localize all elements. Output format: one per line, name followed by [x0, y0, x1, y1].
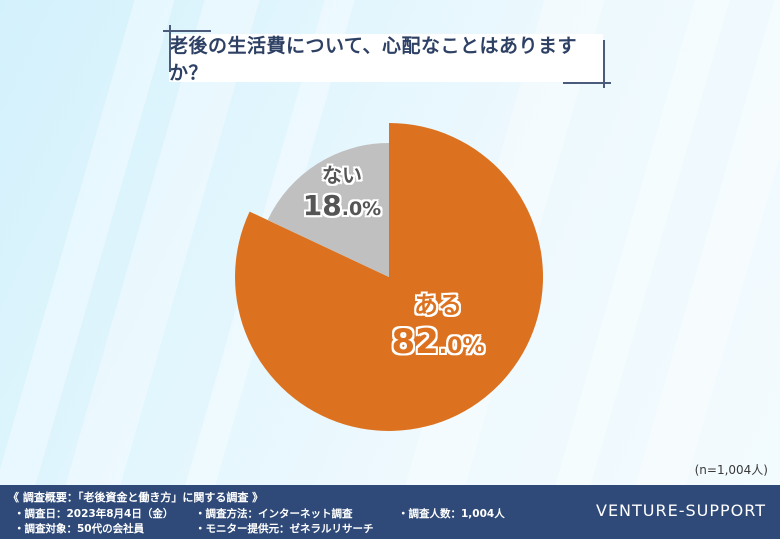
label-nai-decimal: .0%	[341, 198, 382, 220]
label-nai-value: 18	[302, 189, 342, 222]
chart-title-box: 老後の生活費について、心配なことはありますか？	[169, 34, 603, 84]
title-corner-line-top-h	[163, 30, 211, 32]
brand-logo: VENTURE-SUPPORT	[596, 501, 766, 520]
survey-count: ・調査人数：1,004人	[398, 508, 505, 520]
survey-footer: 《 調査概要：「老後資金と働き方」に関する調査 》 ・調査日：2023年8月4日…	[0, 485, 780, 539]
pie-slice-nai	[267, 143, 389, 277]
title-corner-line-right-v	[603, 40, 605, 88]
survey-target: ・調査対象：50代の会社員	[14, 523, 145, 535]
survey-heading: 《 調査概要：「老後資金と働き方」に関する調査 》	[8, 491, 264, 504]
label-aru: ある 82.0%	[386, 293, 490, 359]
survey-date: ・調査日：2023年8月4日（金）	[14, 508, 174, 520]
label-nai: ない 18.0%	[302, 165, 382, 220]
survey-method: ・調査方法：インターネット調査	[195, 508, 353, 520]
chart-title: 老後の生活費について、心配なことはありますか？	[169, 35, 577, 84]
label-nai-name: ない	[322, 163, 362, 187]
label-aru-value: 82	[391, 322, 439, 362]
sample-size-label: (n=1,004人)	[694, 463, 768, 477]
title-corner-line-bottom-h	[563, 82, 611, 84]
pie-slice-aru	[235, 123, 544, 431]
survey-provider: ・モニター提供元：ゼネラルリサーチ	[195, 523, 374, 535]
pie-chart	[235, 123, 544, 431]
label-aru-name: ある	[414, 291, 462, 319]
title-corner-line-left-v	[169, 25, 171, 72]
label-aru-decimal: .0%	[438, 334, 485, 359]
